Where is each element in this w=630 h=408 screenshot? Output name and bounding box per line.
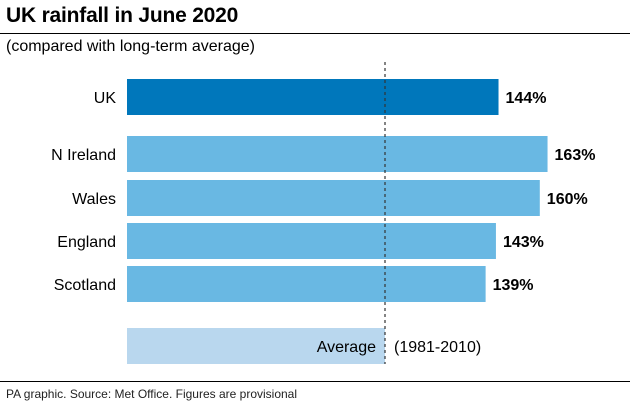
category-label-n-ireland: N Ireland (51, 147, 116, 164)
category-label-uk: UK (94, 90, 117, 107)
category-label-wales: Wales (72, 191, 116, 208)
bar-england (127, 223, 496, 259)
value-label-england: 143% (503, 234, 544, 251)
source-note: PA graphic. Source: Met Office. Figures … (6, 387, 298, 401)
bar-n-ireland (127, 136, 548, 172)
chart-subtitle: (compared with long-term average) (6, 38, 255, 55)
value-label-wales: 160% (547, 191, 588, 208)
value-label-scotland: 139% (493, 277, 534, 294)
category-label-average: Average (317, 339, 376, 356)
bar-wales (127, 180, 540, 216)
category-label-england: England (57, 234, 116, 251)
average-period-label: (1981-2010) (394, 339, 481, 356)
bar-scotland (127, 266, 486, 302)
bar-uk (127, 79, 499, 115)
category-label-scotland: Scotland (54, 277, 116, 294)
rainfall-bar-chart: UK 144% N Ireland 163% Wales 160% England 143% S… (51, 62, 596, 364)
value-label-uk: 144% (506, 90, 547, 107)
chart-title: UK rainfall in June 2020 (6, 4, 239, 27)
value-label-n-ireland: 163% (555, 147, 596, 164)
bar-average (127, 328, 385, 364)
title-divider (0, 33, 630, 34)
footer-divider (0, 381, 630, 382)
